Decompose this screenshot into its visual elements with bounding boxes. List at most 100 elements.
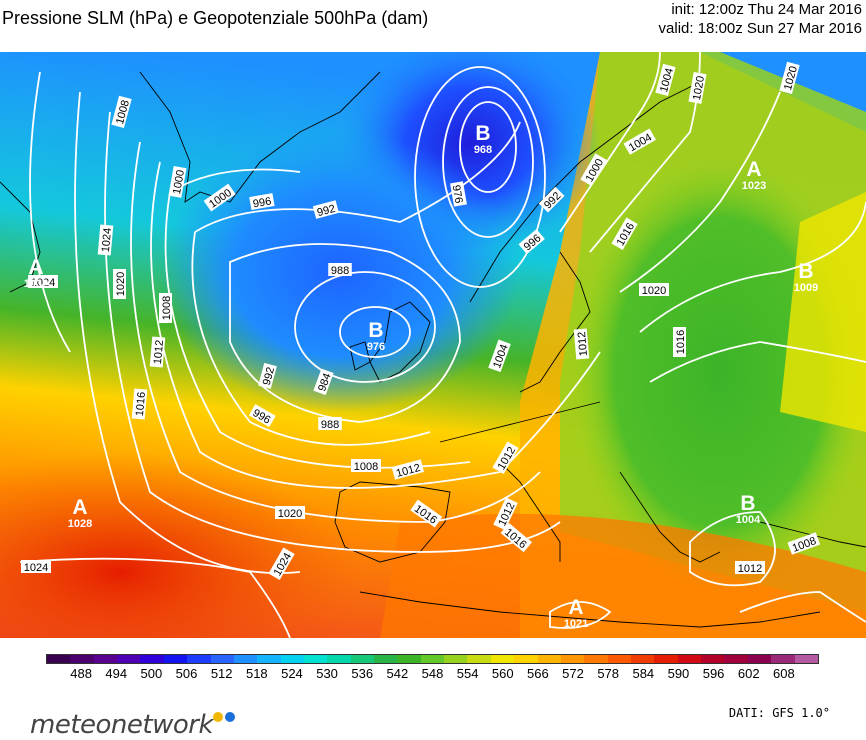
isobar-label-text: 1024 [100, 227, 114, 252]
color-step [233, 655, 258, 663]
color-scale-tick: 494 [105, 666, 128, 681]
pressure-center-value: 1021 [564, 618, 588, 630]
pressure-center-value: 968 [474, 144, 492, 156]
isobar-label: 1016 [131, 388, 148, 420]
color-step [303, 655, 328, 663]
isobar-label-bg [639, 283, 669, 296]
isobar-label-text: 1008 [354, 461, 378, 473]
isobar-label: 1020 [688, 72, 707, 104]
isobar-label-text: 1000 [171, 169, 187, 195]
color-step [607, 655, 631, 663]
color-step [444, 655, 468, 663]
isobar-label-bg [258, 362, 277, 389]
isobar-label: 1020 [113, 269, 127, 299]
color-scale-tick: 578 [597, 666, 620, 681]
color-step [654, 655, 678, 663]
isobar-label-bg [313, 368, 334, 396]
color-step [350, 655, 375, 663]
pressure-center-value: 1028 [68, 518, 92, 530]
run-info: init: 12:00z Thu 24 Mar 2016 valid: 18:0… [659, 0, 862, 38]
color-scale-tick: 560 [491, 666, 514, 681]
isobar-label: 1000 [168, 166, 187, 198]
isobar-label-text: 1012 [152, 339, 166, 364]
isobar-label: 1012 [735, 561, 765, 575]
isobar-label-bg [673, 327, 686, 357]
pressure-center-value: 1023 [742, 180, 766, 192]
color-step [584, 655, 608, 663]
color-scale-tick: 554 [456, 666, 479, 681]
isobar-label-text: 1024 [31, 277, 55, 289]
isobar-label-bg [168, 166, 187, 198]
coastlines [0, 71, 866, 628]
isobar-label-bg [655, 63, 676, 97]
isobar-label: 976 [450, 181, 467, 207]
yellow-east [780, 192, 866, 432]
isobars [19, 52, 866, 638]
isobar-label-bg [131, 388, 148, 420]
isobar-label-bg [493, 497, 518, 531]
isobar-label: 992 [258, 362, 277, 389]
color-scale-tick: 506 [175, 666, 198, 681]
color-step [467, 655, 491, 663]
pressure-center-letter: A [72, 496, 87, 519]
isobar-label-text: 1020 [642, 285, 666, 297]
isobar-label: 988 [328, 263, 352, 277]
pressure-center-value: 1032 [24, 278, 48, 290]
color-step [701, 655, 725, 663]
pressure-center-value: 1009 [794, 282, 818, 294]
isobar-label-bg [500, 522, 532, 553]
color-step [490, 655, 515, 663]
color-scale-tick: 524 [281, 666, 303, 681]
color-scale-tick: 542 [386, 666, 409, 681]
color-scale-tick: 602 [737, 666, 760, 681]
isobar-label: 1016 [673, 327, 687, 357]
color-step [794, 655, 818, 663]
isobar-label: 984 [313, 368, 334, 396]
isobar-label: 992 [312, 200, 339, 219]
color-step [93, 655, 118, 663]
isobar-label-bg [312, 200, 339, 219]
color-step [397, 655, 421, 663]
color-step [677, 655, 702, 663]
isobar-label-bg [149, 336, 166, 368]
isobar-label-bg [113, 269, 126, 299]
color-scale-tick: 548 [421, 666, 444, 681]
isobar-label-bg [318, 417, 342, 430]
color-step [47, 655, 71, 663]
isobar-label-bg [203, 183, 236, 212]
init-time: init: 12:00z Thu 24 Mar 2016 [671, 1, 862, 18]
color-scale-tick: 572 [562, 666, 584, 681]
isobar-label-bg [779, 61, 800, 95]
isobar-label-bg [275, 506, 305, 519]
isobar-label-bg [623, 128, 656, 155]
isobar-label: 1024 [97, 224, 114, 256]
isobar-label-bg [573, 328, 590, 360]
isobar-label-text: 1020 [691, 75, 707, 101]
color-step [210, 655, 234, 663]
color-scale-tick: 584 [632, 666, 655, 681]
isobar-label-text: 1020 [115, 272, 127, 296]
isobar-label-bg [249, 193, 275, 210]
color-scale-tick: 518 [245, 666, 268, 681]
meteonetwork-logo: meteonetwork [30, 710, 214, 740]
isobar-label-bg [450, 181, 467, 207]
color-scale-tick: 590 [667, 666, 690, 681]
color-scale [46, 654, 819, 664]
isobar-label-text: 1020 [278, 508, 302, 520]
color-step [117, 655, 141, 663]
isobar-label-text: 1012 [576, 331, 590, 356]
isobar-label-text: 988 [331, 265, 349, 277]
logo-dot-blue [225, 712, 235, 722]
pressure-center-letter: B [368, 319, 383, 342]
isobar-label-text: 992 [261, 366, 277, 387]
isobar-label-bg [538, 186, 565, 213]
color-step [420, 655, 445, 663]
isobar-label: 1020 [275, 506, 305, 520]
isobar-label: 1024 [21, 560, 51, 574]
isobar-label-bg [492, 441, 519, 474]
color-step [374, 655, 398, 663]
isobar-label: 1008 [159, 293, 173, 323]
color-step [630, 655, 655, 663]
isobar-label-text: 996 [252, 195, 272, 210]
isobar-label: 1020 [639, 283, 669, 297]
